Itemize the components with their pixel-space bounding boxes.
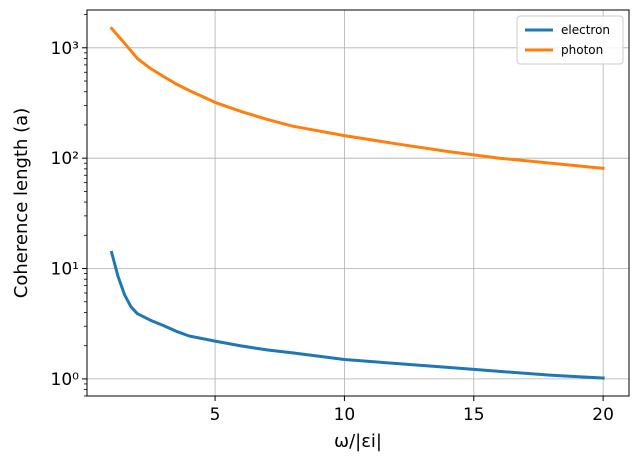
x-tick-label: 10: [334, 405, 356, 425]
grid-lines: [87, 10, 629, 396]
y-tick-label: 10³: [51, 39, 79, 59]
legend-box: [516, 15, 624, 65]
legend-label-electron: electron: [561, 23, 610, 37]
legend: electron photon: [516, 15, 624, 65]
plot-frame: [86, 9, 630, 397]
x-tick-label: 15: [463, 405, 485, 425]
x-tick-label: 20: [592, 405, 614, 425]
series-line-electron: [109, 250, 605, 380]
series-line-photon: [109, 26, 605, 170]
legend-label-photon: photon: [561, 43, 603, 57]
x-axis-label: ω/|εi|: [334, 431, 382, 452]
x-axis-ticks: 5 10 15 20: [210, 396, 614, 425]
y-axis-label: Coherence length (a): [11, 108, 32, 298]
x-tick-label: 5: [210, 405, 221, 425]
y-axis-ticks: 10⁰ 10¹ 10² 10³: [51, 14, 87, 397]
series-lines: [109, 26, 605, 380]
y-tick-label: 10⁰: [51, 370, 80, 390]
y-tick-label: 10¹: [51, 260, 79, 280]
y-tick-label: 10²: [51, 149, 79, 169]
